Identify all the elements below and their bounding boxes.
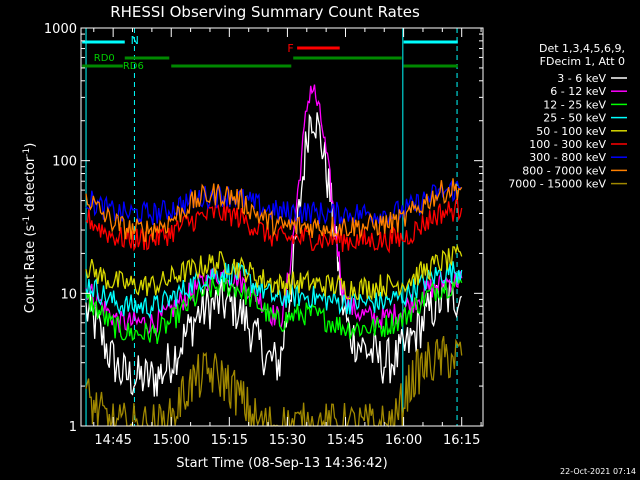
x-tick-label: 14:45 <box>94 433 131 448</box>
flare-flag-label: F <box>287 42 293 55</box>
plot-frame <box>80 27 484 427</box>
x-tick-label: 15:00 <box>153 433 190 448</box>
rd6-label: RD6 <box>123 61 144 72</box>
series-line <box>85 243 463 302</box>
legend-entry-label: 3 - 6 keV <box>557 72 606 85</box>
series-line <box>85 261 463 320</box>
legend-header: FDecim 1, Att 0 <box>540 55 625 68</box>
legend-entry-label: 50 - 100 keV <box>536 125 606 138</box>
x-axis-label: Start Time (08-Sep-13 14:36:42) <box>176 456 387 471</box>
plot-area: N F RD0 RD6 <box>82 28 463 428</box>
y-axis-label-exponent: -1 <box>22 148 32 157</box>
night-flag-label: N <box>131 34 139 47</box>
x-tick-label: 15:15 <box>211 433 248 448</box>
series-line <box>85 112 463 397</box>
x-tick-label: 15:30 <box>269 433 306 448</box>
legend-entry-label: 100 - 300 keV <box>529 138 606 151</box>
y-tick-label: 1000 <box>44 22 77 37</box>
y-axis-label-exponent: -1 <box>22 216 32 225</box>
y-axis-label-part: ) <box>23 143 38 148</box>
x-tick-label: 15:45 <box>327 433 364 448</box>
axis-ticks: 1 10 100 1000 14:45 15:00 15:15 15:30 15:45 16:00… <box>44 22 483 448</box>
legend-header: Det 1,3,4,5,6,9, <box>539 42 625 55</box>
generated-timestamp: 22-Oct-2021 07:14 <box>560 467 636 476</box>
y-axis-label-part: detector <box>23 156 38 216</box>
legend-entry-label: 12 - 25 keV <box>543 98 606 111</box>
y-axis-label: Count Rate (s-1 detector-1) <box>22 143 38 314</box>
rd0-label: RD0 <box>94 53 115 64</box>
legend-entry-label: 25 - 50 keV <box>543 112 606 125</box>
x-tick-label: 16:00 <box>385 433 422 448</box>
y-tick-label: 100 <box>52 155 77 170</box>
legend: Det 1,3,4,5,6,9, FDecim 1, Att 0 3 - 6 k… <box>508 42 627 191</box>
legend-entry-label: 7000 - 15000 keV <box>508 178 606 191</box>
y-tick-label: 10 <box>60 287 77 302</box>
y-axis-label-part: Count Rate (s <box>23 225 38 314</box>
series-line <box>85 273 463 345</box>
y-tick-label: 1 <box>69 420 77 435</box>
series-line <box>85 84 463 337</box>
x-tick-label: 16:15 <box>443 433 480 448</box>
legend-entry-label: 300 - 800 keV <box>529 151 606 164</box>
svg-text:Count Rate (s-1 detector-1): Count Rate (s-1 detector-1) <box>22 143 38 314</box>
series-line <box>85 178 463 242</box>
legend-entry-label: 6 - 12 keV <box>550 85 606 98</box>
chart-title: RHESSI Observing Summary Count Rates <box>110 3 420 21</box>
legend-entry-label: 800 - 7000 keV <box>522 164 606 177</box>
